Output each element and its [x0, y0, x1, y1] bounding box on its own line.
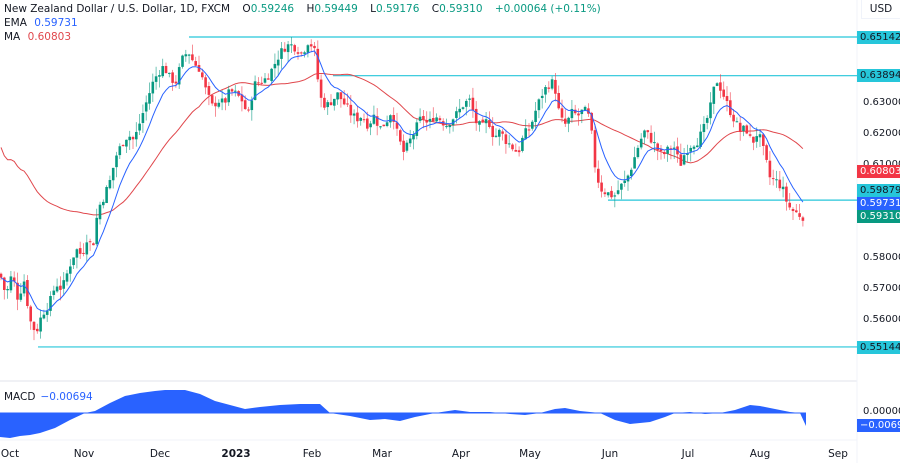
time-label: Apr: [451, 448, 471, 460]
macd-legend[interactable]: MACD −0.00694: [4, 391, 93, 403]
time-label: Feb: [302, 448, 322, 460]
ma-price-tag: 0.60803: [857, 165, 900, 178]
macd-price-tag: −0.00694: [857, 419, 900, 432]
chart-legend: New Zealand Dollar / U.S. Dollar, 1D, FX…: [4, 2, 601, 44]
time-label: Sep: [828, 448, 848, 460]
horizontal-lines[interactable]: [38, 36, 857, 348]
time-label: Oct: [0, 448, 20, 460]
ma-indicator-legend[interactable]: MA 0.60803: [4, 30, 601, 44]
time-label: Jun: [601, 448, 619, 460]
hline-price-tag: 0.59879: [857, 184, 900, 197]
time-label: Mar: [372, 448, 392, 460]
macd-label: MACD: [4, 391, 36, 403]
time-label: May: [519, 448, 541, 460]
last-price-tag: 0.59310: [857, 210, 900, 223]
time-label: Aug: [749, 448, 771, 460]
ohlc-close: C0.59310: [431, 3, 483, 15]
time-label: Nov: [73, 448, 95, 460]
hline-price-tag: 0.65142: [857, 31, 900, 44]
ohlc-high: H0.59449: [306, 3, 358, 15]
macd-histogram: [0, 390, 806, 438]
hline-price-tag: 0.55144: [857, 341, 900, 354]
hline-price-tag: 0.63894: [857, 69, 900, 82]
ma-line: [0, 73, 804, 216]
ohlc-change: +0.00064 (+0.11%): [494, 3, 601, 15]
price-tick: 0.61000: [861, 159, 900, 170]
time-label: Jul: [681, 448, 695, 460]
symbol-title: New Zealand Dollar / U.S. Dollar, 1D, FX…: [4, 3, 231, 15]
time-label: 2023: [221, 448, 251, 460]
ema-price-tag: 0.59731: [857, 197, 900, 210]
ohlc-open: O0.59246: [242, 3, 295, 15]
ema-value: 0.59731: [34, 17, 78, 29]
currency-selector[interactable]: USD: [861, 0, 900, 19]
macd-value: −0.00694: [40, 391, 93, 403]
ohlc-low: L0.59176: [370, 3, 420, 15]
ma-value: 0.60803: [27, 31, 72, 43]
candlesticks: [0, 36, 805, 341]
macd-zero-tick: 0.00000: [863, 406, 900, 417]
symbol-row: New Zealand Dollar / U.S. Dollar, 1D, FX…: [4, 2, 601, 16]
ema-label: EMA: [4, 17, 27, 29]
ema-indicator-legend[interactable]: EMA 0.59731: [4, 16, 601, 30]
time-label: Dec: [149, 448, 171, 460]
ema-line: [0, 50, 804, 312]
ma-label: MA: [4, 31, 21, 43]
